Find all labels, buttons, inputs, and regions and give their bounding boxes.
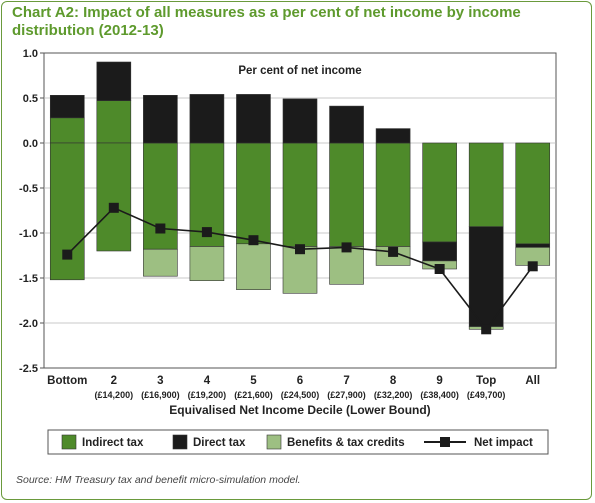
x-tick-label: 7 (343, 375, 349, 387)
y-tick-label: -1.5 (19, 273, 38, 285)
x-tick-sublabel: (£27,900) (327, 390, 366, 400)
net-impact-marker (341, 242, 352, 253)
source-note: Source: HM Treasury tax and benefit micr… (16, 474, 301, 486)
x-tick-label: 6 (297, 375, 303, 387)
bar-segment (96, 142, 132, 252)
x-tick-label: All (525, 375, 540, 387)
bar-segment (422, 142, 457, 243)
bar-segment (515, 243, 551, 248)
bar-segment (329, 142, 364, 247)
plot-title: Per cent of net income (238, 65, 361, 77)
bar-segment (468, 142, 504, 227)
bar-segment (189, 94, 225, 144)
bar-segment (282, 246, 318, 294)
bar-segment (515, 142, 551, 245)
x-tick-sublabel: (£14,200) (95, 390, 134, 400)
bar-segment (468, 226, 504, 327)
x-tick-sublabel: (£19,200) (188, 390, 227, 400)
bar-segment (236, 243, 271, 291)
legend-swatch (266, 434, 282, 450)
x-tick-label: 5 (250, 375, 257, 387)
legend-label: Benefits & tax credits (287, 437, 405, 449)
x-tick-label: 3 (157, 375, 163, 387)
bar-segment (236, 142, 271, 245)
net-impact-marker (527, 261, 538, 272)
bar-segment (282, 142, 318, 247)
bar-segment (375, 142, 411, 247)
net-impact-marker (434, 264, 445, 274)
net-impact-marker (248, 235, 259, 246)
x-tick-label: 9 (436, 375, 442, 387)
y-tick-label: 0.5 (23, 93, 38, 105)
chart-title: Chart A2: Impact of all measures as a pe… (12, 4, 572, 40)
bar-segment (375, 128, 411, 144)
bar-segment (143, 248, 178, 277)
net-impact-marker (108, 202, 119, 213)
x-tick-sublabel: (£38,400) (420, 390, 459, 400)
legend-marker (440, 437, 450, 447)
chart-title-line-2: distribution (2012-13) (12, 22, 164, 39)
bar-segment (189, 246, 225, 282)
x-tick-sublabel: (£49,700) (467, 390, 506, 400)
net-impact-marker (62, 249, 73, 260)
bar-segment (329, 246, 364, 285)
net-impact-marker (481, 324, 492, 335)
bar-segment (422, 241, 457, 262)
y-tick-label: -2.0 (19, 318, 38, 330)
legend-label: Direct tax (193, 437, 246, 449)
x-axis-label: Equivalised Net Income Decile (Lower Bou… (169, 403, 430, 417)
x-tick-label: 8 (390, 375, 397, 387)
net-impact-marker (295, 244, 305, 255)
y-tick-label: -0.5 (19, 183, 38, 195)
legend-label: Indirect tax (82, 437, 144, 449)
x-tick-sublabel: (£21,600) (234, 390, 273, 400)
y-tick-label: 0.0 (23, 138, 38, 150)
net-impact-marker (388, 246, 399, 257)
bar-segment (49, 117, 85, 144)
y-tick-label: -1.0 (19, 228, 38, 240)
x-tick-label: Bottom (47, 375, 87, 387)
legend-label: Net impact (474, 437, 533, 449)
bar-segment (282, 98, 318, 144)
x-tick-sublabel: (£24,500) (281, 390, 320, 400)
net-impact-marker (155, 223, 166, 234)
x-tick-label: Top (476, 375, 496, 387)
x-tick-label: 2 (111, 375, 117, 387)
bar-segment (96, 100, 132, 144)
y-tick-label: -2.5 (19, 363, 38, 375)
chart-title-line-1: Chart A2: Impact of all measures as a pe… (12, 4, 521, 21)
bar-segment (143, 95, 178, 144)
x-tick-label: 4 (204, 375, 211, 387)
net-impact-marker (201, 227, 212, 238)
x-tick-sublabel: (£32,200) (374, 390, 413, 400)
bar-segment (49, 95, 85, 119)
legend-swatch (172, 434, 188, 450)
bar-segment (236, 94, 271, 144)
x-tick-sublabel: (£16,900) (141, 390, 180, 400)
bar-segment (329, 105, 364, 144)
bar-segment (96, 61, 132, 102)
y-tick-label: 1.0 (23, 48, 38, 60)
legend-swatch (61, 434, 77, 450)
